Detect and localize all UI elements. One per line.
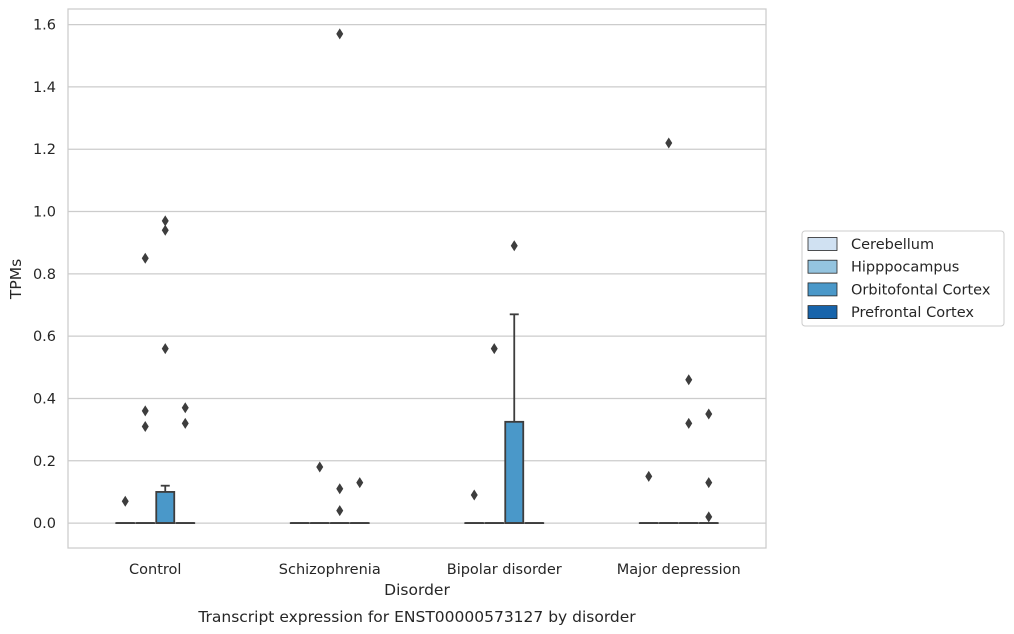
x-tick-label: Major depression [617, 562, 741, 578]
x-axis-label: Disorder [384, 581, 450, 599]
outlier-point [705, 477, 713, 489]
outlier-point [685, 374, 693, 386]
legend-swatch-hipppocampus [807, 259, 838, 274]
outlier-point [141, 420, 149, 432]
outlier-point [356, 477, 364, 489]
outlier-point [141, 405, 149, 417]
outlier-point [336, 483, 344, 495]
y-tick-label: 1.2 [33, 142, 56, 158]
box-orbitofontal-cortex [155, 491, 176, 524]
outlier-point [121, 495, 129, 507]
legend-frame [801, 230, 1005, 327]
legend-label: Cerebellum [851, 237, 934, 253]
legend-swatch-cerebellum [807, 237, 838, 251]
outlier-point [336, 505, 344, 517]
outlier-points [121, 28, 713, 523]
plot-frame [67, 8, 767, 549]
legend-swatch-prefrontal-cortex [807, 305, 838, 320]
outlier-point [705, 511, 713, 523]
outlier-point [645, 470, 653, 482]
outlier-point [161, 215, 169, 227]
x-tick-label: Bipolar disorder [447, 562, 562, 578]
outlier-point [705, 408, 713, 420]
outlier-point [181, 402, 189, 414]
outlier-point [161, 343, 169, 355]
legend-swatch-orbitofontal-cortex [807, 282, 838, 297]
outlier-point [161, 224, 169, 236]
outlier-point [336, 28, 344, 40]
outlier-point [685, 417, 693, 429]
box-plots [115, 313, 719, 524]
legend-label: Prefrontal Cortex [851, 305, 974, 321]
outlier-point [141, 252, 149, 264]
outlier-point [510, 240, 518, 252]
y-gridlines [68, 23, 766, 524]
x-tick-labels: Control Schizophrenia Bipolar disorder Majo… [129, 562, 741, 578]
x-tick-label: Control [129, 562, 181, 578]
y-tick-label: 0.4 [33, 391, 56, 407]
figure-caption: Transcript expression for ENST0000057312… [197, 608, 636, 626]
outlier-point [181, 417, 189, 429]
outlier-point [665, 137, 673, 149]
plot-area [68, 9, 766, 548]
y-tick-label: 0.2 [33, 454, 56, 470]
box-orbitofontal-cortex [504, 420, 525, 524]
y-tick-label: 0.0 [33, 516, 56, 532]
outlier-point [316, 461, 324, 473]
y-tick-label: 0.6 [33, 329, 56, 345]
y-tick-label: 1.0 [33, 205, 56, 221]
outlier-point [490, 343, 498, 355]
y-tick-label: 1.6 [33, 18, 56, 34]
legend: Cerebellum Hipppocampus Orbitofontal Corte… [801, 230, 1005, 327]
x-tick-label: Schizophrenia [279, 562, 381, 578]
legend-label: Orbitofontal Cortex [851, 282, 991, 298]
y-tick-labels: 0.0 0.2 0.4 0.6 0.8 1.0 1.2 1.4 1.6 [33, 18, 56, 532]
y-tick-label: 1.4 [33, 80, 56, 96]
outlier-point [470, 489, 478, 501]
y-axis-label: TPMs [7, 259, 25, 300]
legend-label: Hipppocampus [851, 260, 959, 276]
y-tick-label: 0.8 [33, 267, 56, 283]
